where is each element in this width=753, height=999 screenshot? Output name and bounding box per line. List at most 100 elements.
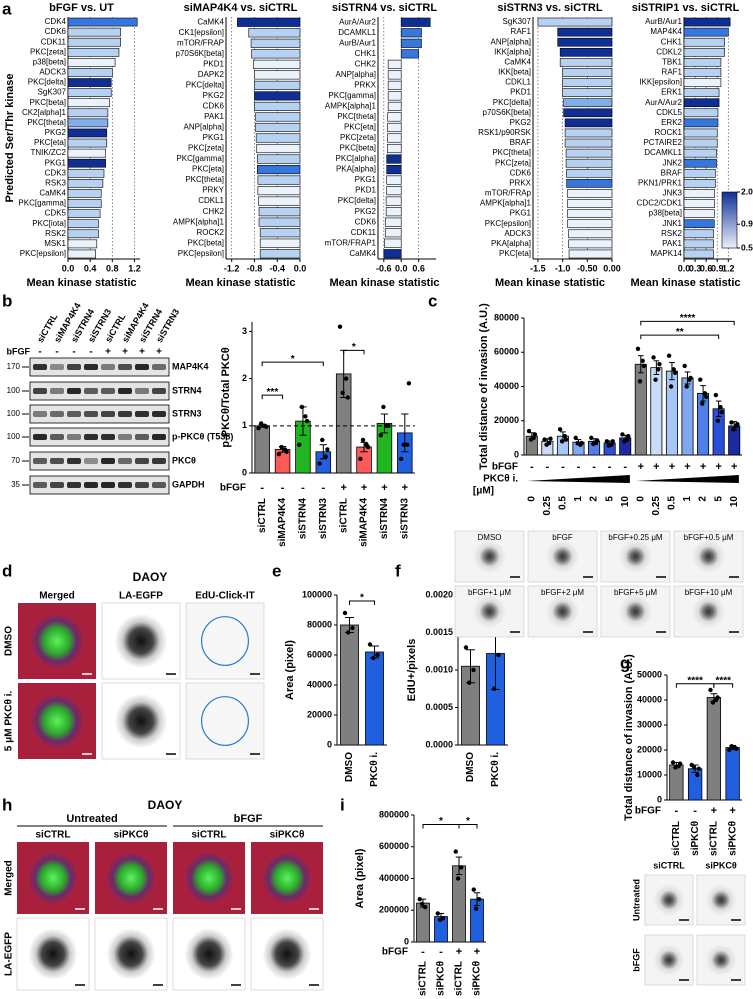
x-axis-label: Mean kinase statistic: [329, 277, 439, 289]
treatment-label: bFGF: [492, 462, 518, 473]
significance-label: *: [352, 342, 356, 353]
blot-band: [152, 364, 166, 370]
y-tick-label: 20000: [494, 415, 519, 425]
y-tick-label: 10000: [637, 769, 662, 779]
data-point: [734, 746, 739, 751]
treatment-label: bFGF: [635, 806, 661, 817]
bar: [416, 902, 430, 943]
y-tick-label: 1: [242, 420, 247, 430]
category-label: RAF1: [511, 27, 532, 36]
data-point: [640, 358, 645, 364]
blot-band: [135, 364, 149, 370]
data-point: [682, 363, 687, 369]
category-label: p38[beta]: [33, 57, 66, 66]
cell-line-label: DAOY: [133, 570, 168, 584]
category-label: PKC[iota]: [32, 219, 66, 228]
category-label: RAF1: [662, 68, 683, 77]
category-label: CaMK4: [197, 17, 224, 26]
bar: [255, 133, 301, 143]
invasion-image: [696, 934, 746, 986]
x-axis-label: Mean kinase statistic: [495, 277, 605, 289]
treatment-label: bFGF: [7, 346, 31, 356]
category-label: AurA/Aur2: [339, 17, 376, 26]
data-point: [637, 379, 643, 384]
data-point: [691, 765, 697, 770]
data-point: [317, 461, 322, 466]
category-label: PKG2: [355, 207, 377, 216]
category-label: 0.5: [558, 496, 569, 510]
row-label: Untreated: [631, 879, 641, 921]
bar: [258, 196, 301, 206]
bar: [67, 138, 108, 148]
y-tick-label: 0.0015: [425, 627, 453, 637]
bar: [257, 186, 301, 196]
bar: [67, 108, 109, 118]
data-point: [591, 441, 596, 447]
group-label: bFGF: [234, 813, 263, 825]
bar: [725, 747, 740, 801]
bar: [387, 91, 402, 101]
protein-label: STRN4: [172, 385, 202, 395]
bar: [67, 68, 113, 77]
error-bar: [319, 444, 327, 460]
image-spheroid: [691, 594, 726, 629]
category-label: ANP[alpha]: [336, 70, 376, 79]
data-point: [735, 421, 740, 427]
x-tick-label: -0.6: [376, 263, 392, 273]
data-point: [641, 363, 647, 369]
mw-label: 100: [7, 409, 21, 418]
data-point: [365, 444, 371, 450]
category-label: PKG1: [510, 209, 532, 218]
column-label: siPKCθ: [270, 830, 305, 841]
data-point: [718, 404, 723, 410]
treatment-sign: -: [55, 347, 58, 358]
image-label: DMSO: [478, 533, 502, 542]
data-point: [729, 420, 734, 425]
image-cell-cluster: [105, 850, 157, 906]
column-label: siCTRL: [653, 860, 685, 870]
data-point: [727, 747, 732, 753]
micrograph: [173, 842, 245, 914]
data-point: [688, 375, 693, 381]
blot-band: [101, 364, 115, 370]
category-label: PKC[epsilon]: [485, 219, 531, 228]
bar: [254, 80, 301, 90]
column-label: siPKCθ: [705, 860, 737, 870]
category-label: ANP[alpha]: [491, 37, 531, 46]
category-label: PRKY: [202, 186, 224, 195]
bar: [387, 112, 402, 122]
category-label: p70S6K[beta]: [483, 108, 531, 117]
bar: [683, 219, 715, 229]
category-label: ADCK3: [39, 68, 66, 77]
category-label: TNIK/ZC2: [30, 148, 66, 157]
bar: [566, 168, 613, 178]
data-point: [276, 451, 282, 457]
bar: [386, 165, 402, 175]
bar: [683, 138, 718, 148]
bar: [259, 228, 301, 238]
category-label: CHK2: [355, 59, 377, 68]
category-label: PKC[zeta]: [188, 144, 224, 153]
bar: [237, 17, 301, 27]
y-tick-label: 50000: [637, 669, 662, 679]
blot-band: [152, 411, 166, 417]
data-point: [378, 433, 383, 438]
bar: [387, 133, 402, 143]
blot-band: [101, 434, 115, 440]
category-label: PKC[eta]: [192, 165, 224, 174]
treatment-label: bFGF: [382, 947, 408, 958]
y-tick-label: 30000: [637, 719, 662, 729]
category-label: siCTRL: [709, 821, 720, 856]
category-label: PKC[beta]: [340, 144, 376, 153]
treatment-sign: +: [731, 461, 737, 473]
row-label: 5 μM PKCθ i.: [4, 691, 15, 752]
category-label: 1: [682, 496, 693, 502]
category-label: MSK1: [44, 239, 66, 248]
bar: [67, 78, 112, 87]
treatment-sign: -: [281, 482, 285, 494]
bar: [683, 37, 725, 47]
category-label: 0.5: [667, 496, 678, 510]
image-background: [185, 602, 265, 680]
bar: [400, 17, 431, 27]
category-label: 10: [729, 496, 740, 508]
